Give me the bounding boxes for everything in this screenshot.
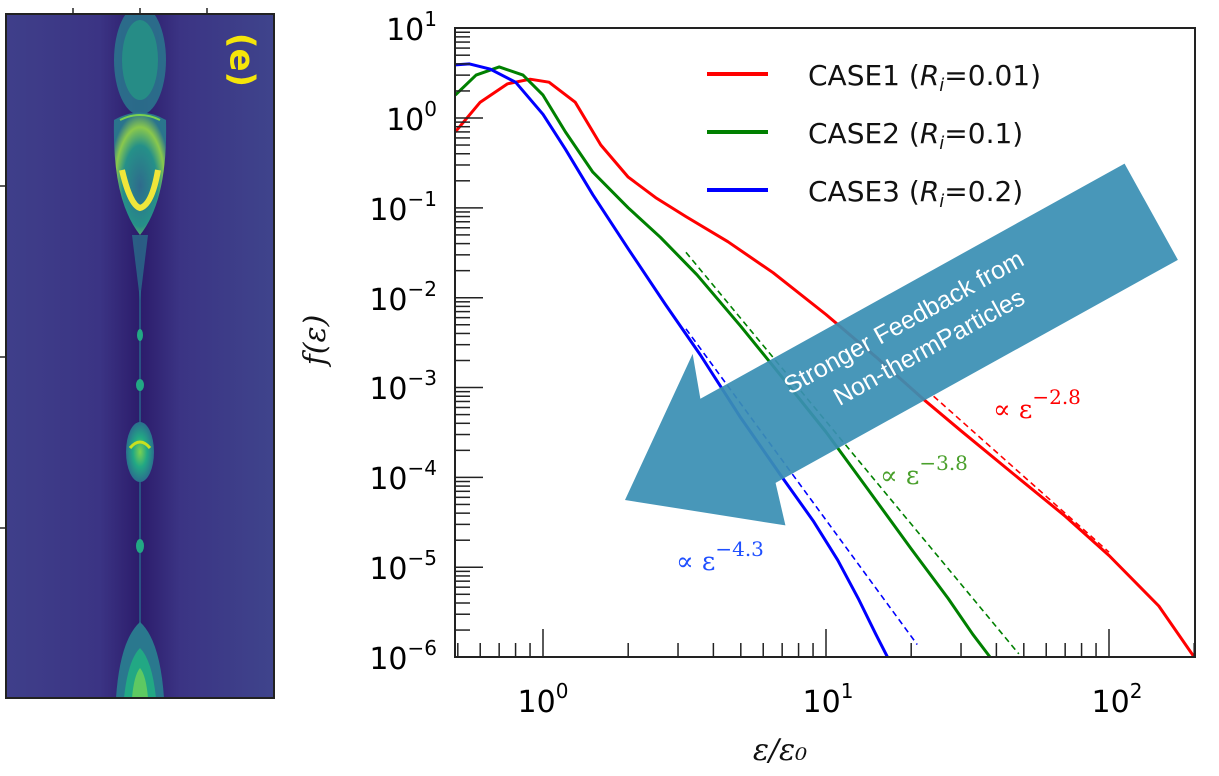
series-line-case1 — [455, 77, 1195, 657]
x-axis-tick-labels: 100 101 102 — [518, 679, 1143, 720]
legend-label-case1: CASE1 (Ri=0.01) — [808, 59, 1041, 96]
energy-spectrum-chart: Stronger Feedback from Non-thermParticle… — [298, 7, 1196, 768]
power-law-fit-case2 — [685, 251, 1020, 655]
series-line-case2 — [455, 65, 992, 657]
y-tick-label: 10−3 — [369, 366, 437, 407]
y-tick-label: 10−6 — [369, 636, 437, 677]
power-law-label-case1: ∝ ε−2.8 — [993, 385, 1081, 425]
legend-item-case3: CASE3 (Ri=0.2) — [707, 175, 1023, 212]
power-law-fit-case3 — [685, 328, 918, 646]
density-map-ticks — [0, 8, 208, 529]
legend-label-case2: CASE2 (Ri=0.1) — [808, 117, 1023, 154]
legend: CASE1 (Ri=0.01) CASE2 (Ri=0.1) CASE3 (Ri… — [707, 59, 1041, 212]
y-tick-label: 10−4 — [369, 456, 437, 497]
y-tick-label: 10−1 — [369, 187, 437, 228]
y-tick-label: 101 — [386, 7, 437, 48]
x-axis-ticks — [457, 629, 1195, 657]
y-axis-tick-labels: 101 100 10−1 10−2 10−3 10−4 10−5 10−6 — [369, 7, 437, 677]
density-map-panel: (e) — [0, 8, 275, 699]
power-law-fit-case1 — [933, 395, 1110, 553]
x-tick-label: 101 — [803, 679, 854, 720]
legend-label-case3: CASE3 (Ri=0.2) — [808, 175, 1023, 212]
power-law-label-case3: ∝ ε−4.3 — [676, 537, 764, 577]
plasmoid-chain — [113, 14, 167, 698]
y-tick-label: 10−5 — [369, 546, 437, 587]
x-tick-label: 102 — [1092, 679, 1143, 720]
panel-label: (e) — [222, 33, 262, 87]
power-law-label-case2: ∝ ε−3.8 — [880, 451, 968, 491]
legend-item-case1: CASE1 (Ri=0.01) — [707, 59, 1041, 96]
y-axis-ticks — [455, 27, 483, 658]
x-tick-label: 100 — [518, 679, 569, 720]
y-tick-label: 100 — [386, 97, 437, 138]
x-axis-label: ε/ε₀ — [753, 733, 807, 768]
series-line-case3 — [455, 62, 889, 657]
plot-frame — [454, 27, 1196, 658]
y-axis-label: f(ε) — [298, 315, 333, 368]
legend-item-case2: CASE2 (Ri=0.1) — [707, 117, 1023, 154]
y-tick-label: 10−2 — [369, 277, 437, 318]
